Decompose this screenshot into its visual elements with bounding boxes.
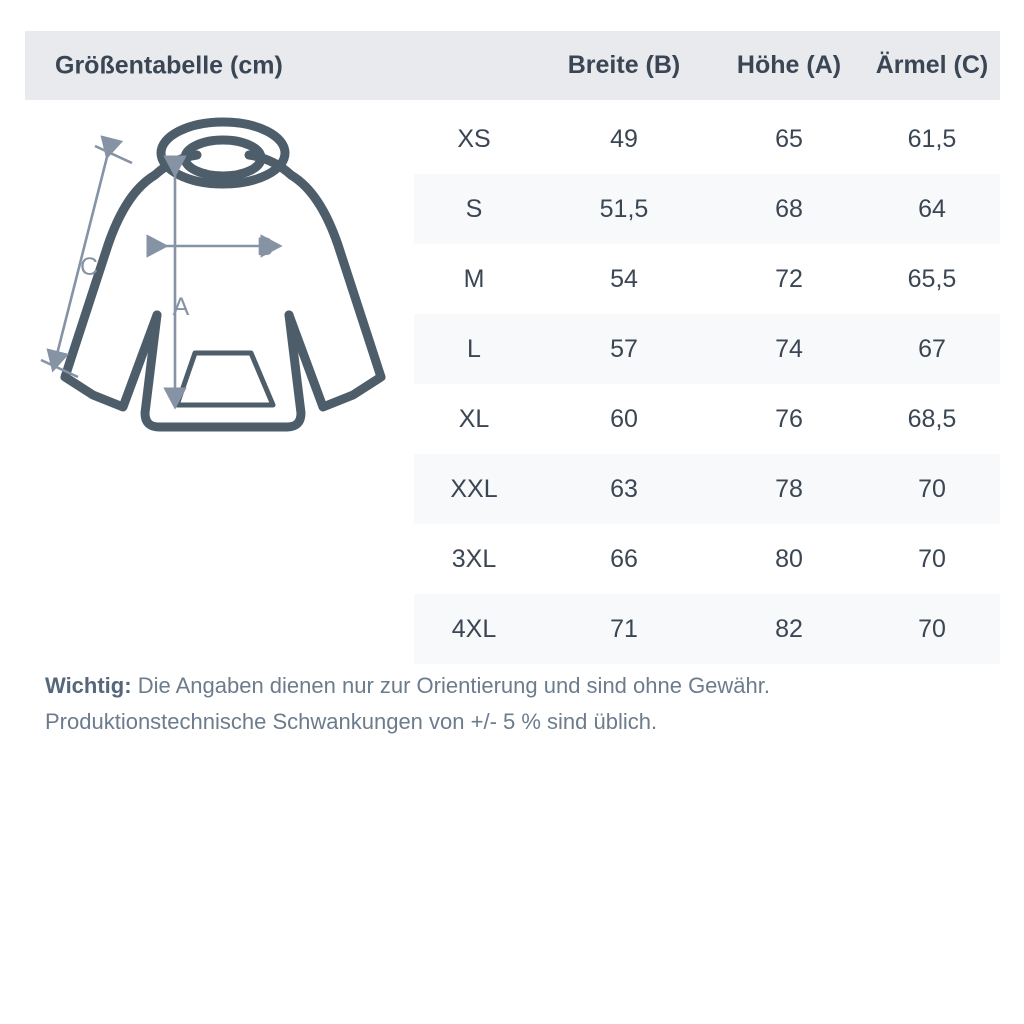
cell-hoehe: 65	[775, 124, 803, 153]
table-row: M 54 72 65,5	[414, 244, 1000, 314]
dimension-label-b: B	[257, 233, 274, 261]
cell-aermel: 68,5	[907, 404, 957, 433]
cell-breite: 71	[610, 614, 638, 643]
page-title: Größentabelle (cm)	[55, 51, 283, 79]
table-row: S 51,5 68 64	[414, 174, 1000, 244]
column-header-aermel: Ärmel (C)	[875, 51, 989, 79]
cell-breite: 49	[610, 124, 638, 153]
disclaimer-line-2: Produktionstechnische Schwankungen von +…	[45, 709, 658, 734]
cell-hoehe: 72	[775, 264, 803, 293]
cell-size: L	[467, 334, 481, 363]
cell-size: XL	[458, 404, 490, 433]
hoodie-pocket-icon	[174, 350, 276, 408]
disclaimer-note: Wichtig: Die Angaben dienen nur zur Orie…	[45, 668, 990, 740]
cell-hoehe: 74	[775, 334, 803, 363]
cell-size: 3XL	[451, 544, 497, 573]
cell-aermel: 65,5	[907, 264, 957, 293]
cell-size: XXL	[450, 474, 498, 503]
table-row: XS 49 65 61,5	[414, 104, 1000, 174]
column-header-hoehe: Höhe (A)	[736, 51, 842, 79]
cell-aermel: 61,5	[907, 124, 957, 153]
cell-size: S	[465, 194, 483, 223]
cell-hoehe: 76	[775, 404, 803, 433]
cell-hoehe: 68	[775, 194, 803, 223]
dimension-line-c	[46, 135, 124, 373]
table-row: XL 60 76 68,5	[414, 384, 1000, 454]
size-table: XS 49 65 61,5 S 51,5 68 64 M 54 72 65,5 …	[414, 104, 1000, 664]
cell-breite: 60	[610, 404, 638, 433]
cell-aermel: 70	[918, 544, 946, 573]
cell-breite: 54	[610, 264, 638, 293]
table-row: 3XL 66 80 70	[414, 524, 1000, 594]
cell-hoehe: 82	[775, 614, 803, 643]
cell-aermel: 70	[918, 474, 946, 503]
table-row: 4XL 71 82 70	[414, 594, 1000, 664]
cell-hoehe: 80	[775, 544, 803, 573]
disclaimer-label: Wichtig:	[45, 673, 132, 698]
cell-hoehe: 78	[775, 474, 803, 503]
cell-aermel: 70	[918, 614, 946, 643]
cell-size: XS	[457, 124, 491, 153]
cell-breite: 63	[610, 474, 638, 503]
cell-size: 4XL	[451, 614, 497, 643]
column-header-row: Breite (B) Höhe (A) Ärmel (C)	[414, 31, 1000, 100]
dimension-tick-c-top	[94, 144, 133, 165]
table-header-band: Größentabelle (cm) Breite (B) Höhe (A) Ä…	[25, 31, 1000, 100]
cell-breite: 57	[610, 334, 638, 363]
table-row: XXL 63 78 70	[414, 454, 1000, 524]
cell-aermel: 64	[918, 194, 946, 223]
dimension-tick-c-bottom	[40, 358, 79, 379]
cell-breite: 66	[610, 544, 638, 573]
cell-size: M	[463, 264, 485, 293]
dimension-label-a: A	[173, 293, 190, 321]
disclaimer-line-1: Die Angaben dienen nur zur Orientierung …	[137, 673, 771, 698]
dimension-label-c: C	[80, 253, 98, 281]
cell-breite: 51,5	[599, 194, 649, 223]
column-header-breite: Breite (B)	[567, 51, 681, 79]
hoodie-outline-icon	[60, 117, 386, 432]
hoodie-diagram: B A C	[35, 115, 410, 460]
table-row: L 57 74 67	[414, 314, 1000, 384]
cell-aermel: 67	[918, 334, 946, 363]
